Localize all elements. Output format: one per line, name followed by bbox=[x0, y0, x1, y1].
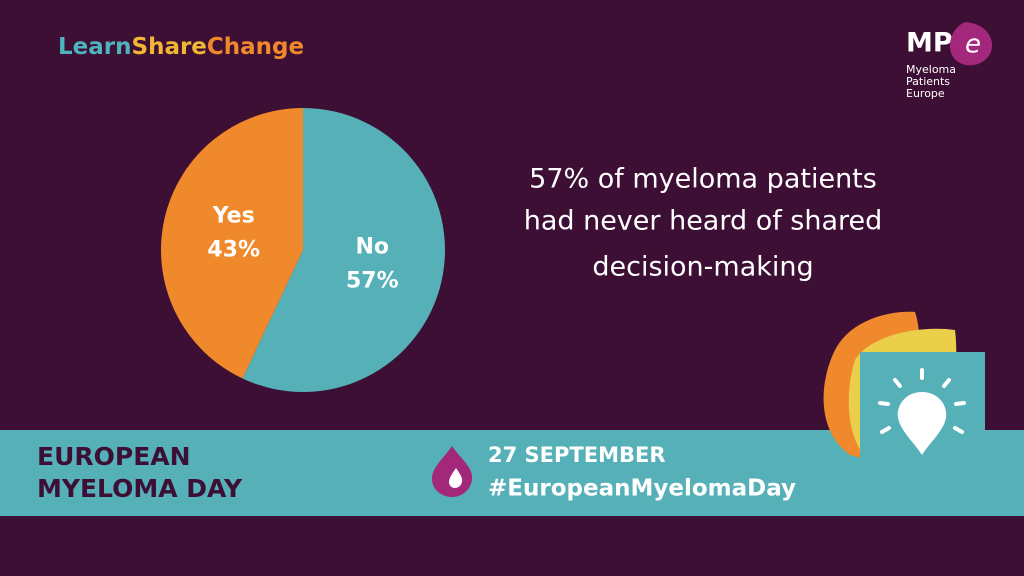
sun-drop bbox=[897, 392, 947, 455]
brand-part: Learn bbox=[58, 34, 132, 60]
pie-chart: No 57% Yes 43% bbox=[160, 108, 445, 392]
brand: LearnShareChange bbox=[58, 34, 304, 60]
brand-part: Share bbox=[132, 34, 207, 60]
pie-slice bbox=[242, 108, 445, 392]
drop-icon-inner bbox=[449, 468, 463, 488]
slice-category: Yes bbox=[212, 204, 255, 229]
logo-accent: e bbox=[965, 30, 981, 60]
slice-value-label: 43% bbox=[207, 238, 260, 263]
annotation-line: decision-making bbox=[592, 252, 813, 283]
logo-line: Patients bbox=[906, 75, 950, 88]
event-line: MYELOMA DAY bbox=[37, 474, 243, 503]
sun-rays bbox=[878, 368, 966, 434]
annotation-line: had never heard of shared bbox=[524, 206, 883, 237]
slice-value-label: 57% bbox=[346, 268, 399, 293]
logo-line: Europe bbox=[906, 87, 945, 100]
annotation-line: 57% of myeloma patients bbox=[529, 164, 877, 195]
hashtag: #EuropeanMyelomaDay bbox=[488, 476, 796, 502]
logo-drop bbox=[949, 22, 993, 66]
event-line: EUROPEAN bbox=[37, 442, 191, 471]
drop-icon bbox=[431, 446, 473, 497]
pie-slice bbox=[160, 108, 303, 379]
logo-mark: MP bbox=[906, 28, 953, 59]
slice-category: No bbox=[356, 234, 390, 259]
logo-line: Myeloma bbox=[906, 63, 956, 76]
brand-part: Change bbox=[207, 34, 304, 60]
event-date: 27 SEPTEMBER bbox=[488, 443, 666, 467]
